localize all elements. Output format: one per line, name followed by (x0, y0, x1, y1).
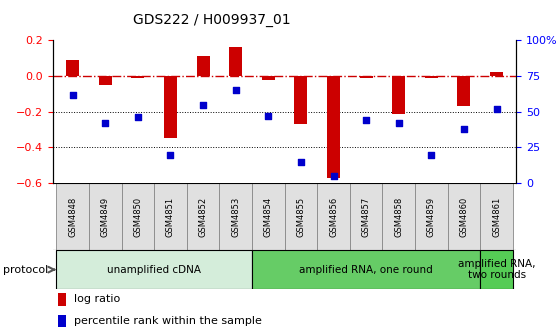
Point (166, 152, 175, 157)
Point (362, 118, 371, 123)
Bar (425, 76, 438, 78)
Bar (122, 183, 154, 250)
Text: GSM4860: GSM4860 (459, 197, 469, 237)
Bar (229, 47, 242, 76)
Text: GSM4858: GSM4858 (395, 197, 403, 237)
Point (68, 92, 77, 97)
Bar (262, 76, 275, 80)
Bar (448, 183, 480, 250)
Point (264, 113, 273, 119)
Bar (99, 76, 112, 85)
Bar (317, 183, 350, 250)
Point (199, 102, 208, 107)
Bar (131, 76, 145, 78)
Bar (57, 315, 66, 327)
Bar (66, 60, 79, 76)
Point (459, 126, 468, 132)
Bar (327, 76, 340, 178)
Bar (89, 183, 122, 250)
Text: GSM4848: GSM4848 (68, 197, 77, 237)
Text: GSM4854: GSM4854 (264, 197, 273, 237)
Text: GSM4851: GSM4851 (166, 197, 175, 237)
Text: GSM4855: GSM4855 (296, 197, 305, 237)
Bar (415, 183, 448, 250)
Text: unamplified cDNA: unamplified cDNA (107, 265, 201, 275)
Text: GSM4861: GSM4861 (492, 197, 501, 237)
Bar (392, 76, 405, 114)
Bar (295, 76, 307, 124)
Point (296, 159, 305, 164)
Bar (219, 183, 252, 250)
Bar (154, 183, 187, 250)
Bar (57, 293, 66, 305)
Point (133, 115, 142, 120)
Bar (458, 76, 470, 107)
Text: GDS222 / H009937_01: GDS222 / H009937_01 (133, 13, 291, 28)
Text: GSM4850: GSM4850 (133, 197, 142, 237)
Bar (490, 73, 503, 76)
Text: percentile rank within the sample: percentile rank within the sample (74, 316, 262, 326)
Bar (480, 183, 513, 250)
Bar (164, 76, 177, 138)
Point (231, 88, 240, 93)
Bar (187, 183, 219, 250)
Text: amplified RNA, one round: amplified RNA, one round (299, 265, 433, 275)
Bar (252, 250, 480, 289)
Text: GSM4853: GSM4853 (231, 197, 240, 237)
Bar (382, 183, 415, 250)
Bar (359, 76, 373, 78)
Text: log ratio: log ratio (74, 294, 120, 304)
Text: GSM4852: GSM4852 (199, 197, 208, 237)
Text: amplified RNA,
two rounds: amplified RNA, two rounds (458, 259, 535, 281)
Text: GSM4849: GSM4849 (100, 197, 110, 237)
Text: GSM4857: GSM4857 (362, 197, 371, 237)
Point (329, 173, 338, 179)
Point (427, 152, 436, 157)
Point (395, 121, 403, 126)
Bar (480, 250, 513, 289)
Bar (285, 183, 317, 250)
Bar (252, 183, 285, 250)
Text: GSM4856: GSM4856 (329, 197, 338, 237)
Text: GSM4859: GSM4859 (427, 197, 436, 237)
Text: protocol: protocol (3, 265, 48, 275)
Bar (350, 183, 382, 250)
Bar (56, 250, 252, 289)
Bar (56, 183, 89, 250)
Point (101, 121, 110, 126)
Point (492, 106, 501, 112)
Bar (196, 56, 210, 76)
